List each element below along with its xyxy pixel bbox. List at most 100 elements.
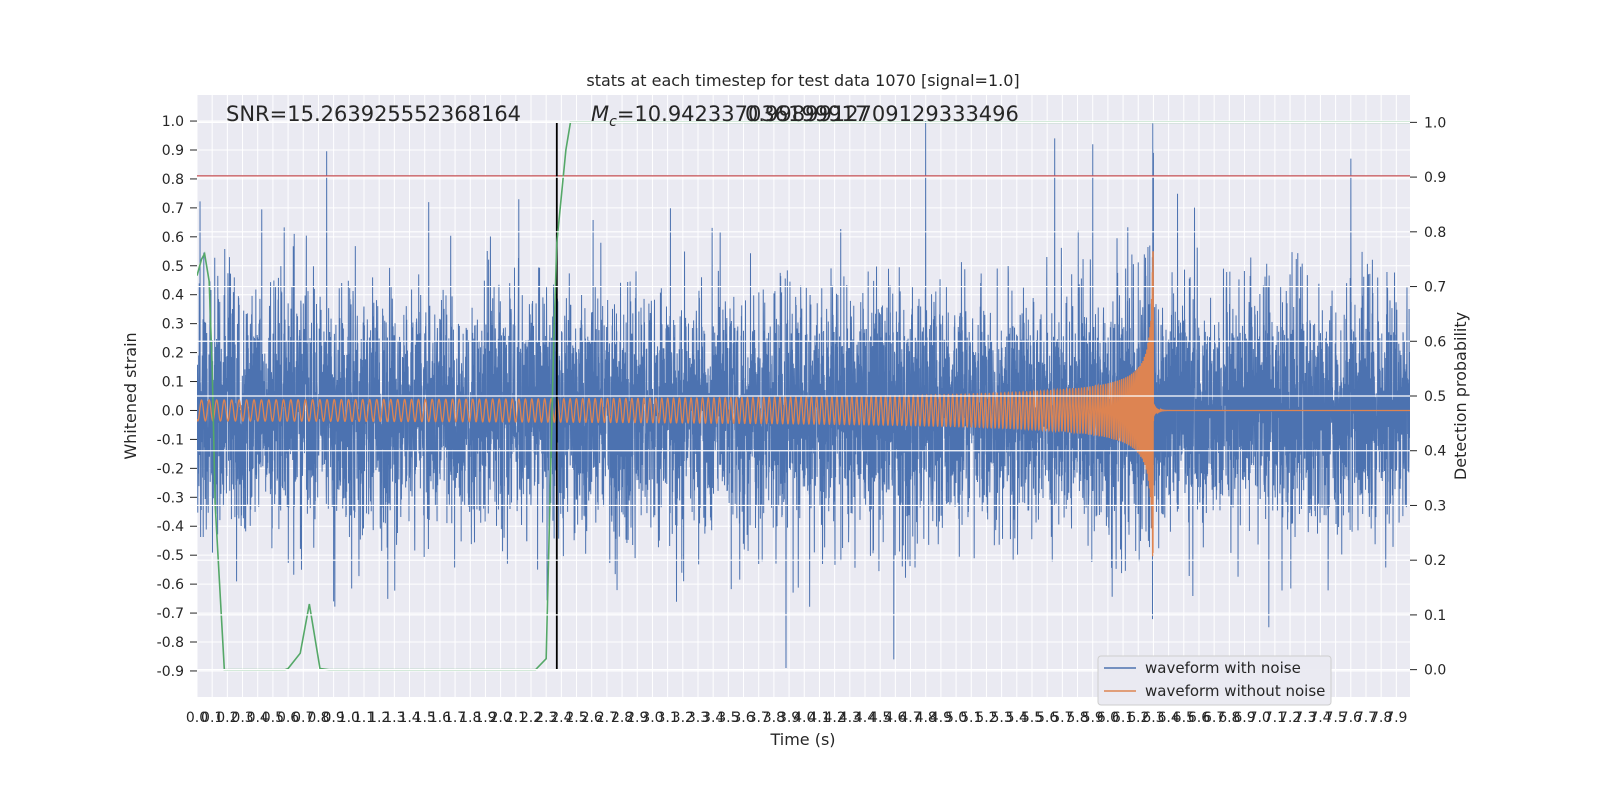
chirp-mass-subscript: c: [609, 114, 617, 130]
x-tick-label: 5.2: [975, 710, 997, 726]
x-tick-label: 7.2: [1279, 710, 1301, 726]
x-tick-label: 1.3: [383, 710, 405, 726]
y-tick-label: -0.6: [157, 577, 184, 593]
x-tick-label: 4.0: [793, 710, 815, 726]
x-tick-label: 7.8: [1370, 710, 1392, 726]
x-tick-label: 5.5: [1021, 710, 1043, 726]
x-tick-label: 5.9: [1082, 710, 1104, 726]
x-tick-label: 2.0: [489, 710, 511, 726]
legend-label-clean: waveform without noise: [1145, 682, 1325, 700]
x-tick-label: 1.0: [338, 710, 360, 726]
y2-tick-label: 0.4: [1424, 444, 1446, 460]
x-tick-label: 3.7: [748, 710, 770, 726]
x-tick-label: 2.7: [596, 710, 618, 726]
y-tick-label: 0.6: [162, 230, 184, 246]
x-tick-label: 4.2: [823, 710, 845, 726]
y-tick-label: -0.3: [157, 490, 184, 506]
y-tick-label: -0.5: [157, 548, 184, 564]
x-tick-label: 7.6: [1340, 710, 1362, 726]
x-tick-label: 2.5: [565, 710, 587, 726]
y-tick-label: 0.7: [162, 201, 184, 217]
x-tick-label: 6.1: [1112, 710, 1134, 726]
x-tick-labels: 0.00.10.20.30.40.50.60.70.80.91.01.11.21…: [186, 710, 1408, 726]
x-tick-label: 2.9: [626, 710, 648, 726]
x-tick-label: 4.4: [854, 710, 876, 726]
x-tick-label: 6.9: [1233, 710, 1255, 726]
x-tick-label: 4.8: [915, 710, 937, 726]
y-tick-label: 0.1: [162, 375, 184, 391]
y2-tick-labels: 1.0 0.9 0.8 0.7 0.6 0.5 0.4 0.3 0.2 0.1 0.0: [1410, 115, 1446, 679]
x-tick-label: 7.3: [1294, 710, 1316, 726]
x-tick-label: 0.7: [292, 710, 314, 726]
y-tick-label: -0.7: [157, 606, 184, 622]
x-tick-label: 5.7: [1051, 710, 1073, 726]
x-tick-label: 1.6: [429, 710, 451, 726]
y-tick-label: -0.8: [157, 635, 184, 651]
y-tick-label: 1.0: [162, 114, 184, 130]
x-tick-label: 4.6: [884, 710, 906, 726]
x-tick-label: 7.0: [1249, 710, 1271, 726]
y-axis-label: Whitened strain: [121, 332, 140, 459]
x-tick-label: 3.4: [702, 710, 724, 726]
chirp-mass-symbol: M: [591, 102, 609, 126]
y-tick-label: 0.3: [162, 317, 184, 333]
y2-tick-label: 0.9: [1424, 170, 1446, 186]
y-tick-label: 0.5: [162, 259, 184, 275]
x-tick-label: 6.6: [1188, 710, 1210, 726]
x-tick-label: 4.5: [869, 710, 891, 726]
x-tick-label: 6.0: [1097, 710, 1119, 726]
y2-gridlines: [197, 121, 1410, 671]
series-waveform-with-noise: [197, 121, 1410, 669]
x-tick-label: 3.0: [641, 710, 663, 726]
y-tick-label: 0.4: [162, 288, 184, 304]
x-tick-label: 5.8: [1066, 710, 1088, 726]
x-tick-label: 7.5: [1324, 710, 1346, 726]
x-tick-label: 4.1: [808, 710, 830, 726]
y2-tick-label: 0.3: [1424, 498, 1446, 514]
x-tick-label: 0.2: [216, 710, 238, 726]
x-tick-label: 1.9: [474, 710, 496, 726]
x-tick-label: 0.1: [201, 710, 223, 726]
x-tick-label: 0.3: [231, 710, 253, 726]
x-tick-label: 6.4: [1157, 710, 1179, 726]
x-tick-label: 0.4: [247, 710, 269, 726]
x-tick-label: 4.7: [899, 710, 921, 726]
chirp-mass-value: =10.942337036199917: [617, 102, 868, 126]
x-tick-label: 0.6: [277, 710, 299, 726]
x-tick-label: 3.5: [717, 710, 739, 726]
x-tick-label: 2.4: [550, 710, 572, 726]
x-tick-label: 2.3: [535, 710, 557, 726]
y2-axis-label: Detection probability: [1451, 312, 1470, 480]
x-tick-label: 3.3: [687, 710, 709, 726]
chart-title: stats at each timestep for test data 107…: [586, 71, 1019, 90]
x-tick-label: 2.2: [520, 710, 542, 726]
x-tick-label: 1.4: [398, 710, 420, 726]
y2-tick-label: 1.0: [1424, 115, 1446, 131]
x-tick-label: 4.9: [930, 710, 952, 726]
y2-tick-label: 0.1: [1424, 608, 1446, 624]
x-tick-label: 1.5: [414, 710, 436, 726]
x-tick-label: 1.8: [459, 710, 481, 726]
x-tick-label: 6.8: [1218, 710, 1240, 726]
x-tick-label: 3.8: [763, 710, 785, 726]
x-tick-label: 4.3: [839, 710, 861, 726]
x-tick-label: 7.1: [1264, 710, 1286, 726]
legend-box: [1097, 655, 1332, 706]
y-tick-label: -0.2: [157, 461, 184, 477]
x-tick-label: 7.4: [1309, 710, 1331, 726]
x-tick-label: 0.8: [307, 710, 329, 726]
x-tick-label: 7.9: [1385, 710, 1407, 726]
x-tick-label: 6.3: [1142, 710, 1164, 726]
legend-label-noise: waveform with noise: [1145, 659, 1301, 677]
x-tick-label: 5.1: [960, 710, 982, 726]
x-tick-label: 0.0: [186, 710, 208, 726]
x-tick-label: 5.6: [1036, 710, 1058, 726]
series-waveform-without-noise: [197, 251, 1410, 557]
x-tick-label: 6.7: [1203, 710, 1225, 726]
x-tick-label: 6.2: [1127, 710, 1149, 726]
x-tick-label: 5.3: [990, 710, 1012, 726]
y-tick-label: -0.4: [157, 519, 184, 535]
legend: waveform with noise waveform without noi…: [1097, 655, 1332, 706]
y-tick-label: -0.9: [157, 664, 184, 680]
